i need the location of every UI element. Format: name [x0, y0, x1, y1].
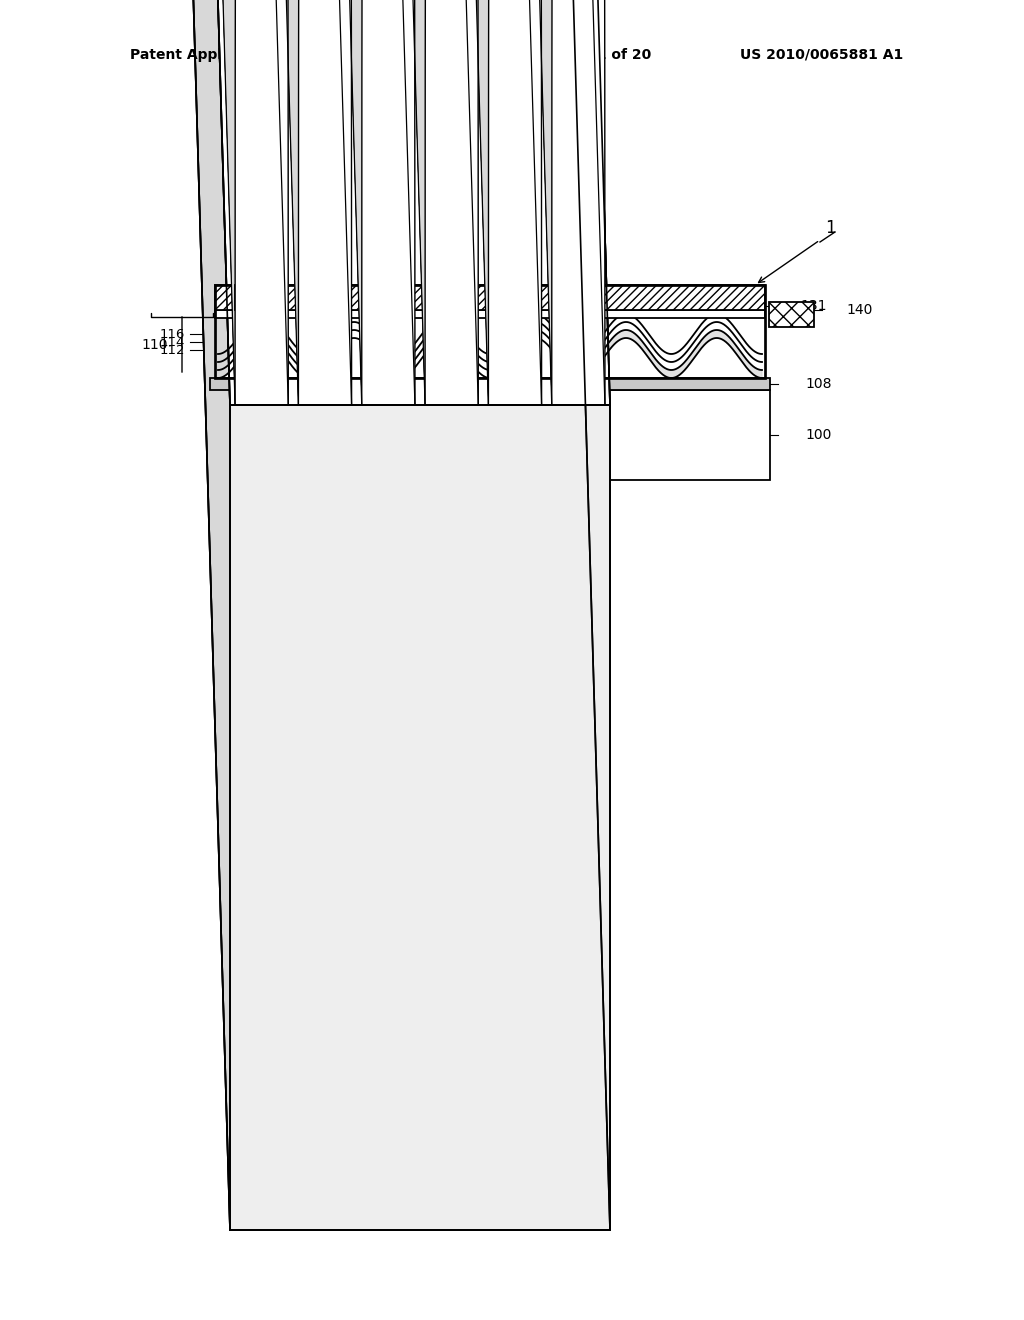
Polygon shape [388, 0, 488, 405]
Bar [215, 310, 765, 318]
Polygon shape [187, 0, 288, 78]
Bar [210, 378, 770, 389]
Polygon shape [505, 0, 605, 405]
Text: 114: 114 [160, 335, 185, 348]
Polygon shape [230, 405, 610, 1230]
Polygon shape [188, 0, 289, 405]
Polygon shape [378, 0, 478, 405]
Polygon shape [199, 0, 299, 405]
Text: Patent Application Publication: Patent Application Publication [130, 48, 368, 62]
Polygon shape [425, 0, 478, 405]
Text: US 2010/0065881 A1: US 2010/0065881 A1 [740, 48, 903, 62]
Polygon shape [441, 0, 542, 78]
Polygon shape [218, 338, 762, 378]
Bar [210, 389, 770, 480]
Polygon shape [199, 0, 351, 405]
Polygon shape [452, 0, 605, 405]
Polygon shape [252, 0, 351, 405]
Polygon shape [135, 0, 236, 405]
Polygon shape [199, 0, 299, 78]
Polygon shape [262, 0, 415, 405]
Polygon shape [552, 0, 605, 405]
Text: Mar. 18, 2010  Sheet 1 of 20: Mar. 18, 2010 Sheet 1 of 20 [430, 48, 651, 62]
Text: 109: 109 [477, 387, 503, 440]
Polygon shape [452, 0, 552, 78]
Polygon shape [388, 0, 542, 405]
Polygon shape [441, 0, 542, 405]
Bar [215, 285, 765, 378]
Polygon shape [388, 0, 542, 405]
Polygon shape [314, 0, 415, 78]
Polygon shape [262, 0, 415, 405]
Text: 110: 110 [141, 338, 168, 351]
Polygon shape [135, 0, 289, 405]
Text: 131: 131 [800, 300, 826, 313]
Text: 1: 1 [824, 219, 836, 238]
Text: FIG. 1: FIG. 1 [462, 111, 562, 140]
Text: 116: 116 [160, 327, 185, 341]
Bar [215, 285, 765, 310]
Polygon shape [262, 0, 362, 78]
Text: 112: 112 [160, 343, 185, 356]
Polygon shape [262, 0, 361, 405]
Polygon shape [130, 0, 610, 405]
Polygon shape [326, 0, 426, 78]
Text: 100: 100 [805, 428, 831, 442]
Polygon shape [130, 0, 230, 1230]
Text: FIG. 2A: FIG. 2A [338, 606, 462, 635]
Polygon shape [236, 0, 289, 405]
Polygon shape [199, 0, 351, 405]
Polygon shape [452, 0, 552, 405]
Text: 140: 140 [846, 302, 872, 317]
Polygon shape [135, 0, 236, 78]
Polygon shape [452, 0, 605, 405]
Polygon shape [361, 0, 415, 405]
Text: 108: 108 [805, 378, 831, 391]
Bar [234, 285, 285, 310]
Text: 132: 132 [401, 275, 428, 294]
Text: 150: 150 [264, 275, 324, 289]
Polygon shape [251, 0, 351, 78]
Polygon shape [488, 0, 542, 405]
Polygon shape [325, 0, 425, 405]
Polygon shape [218, 330, 762, 378]
Polygon shape [325, 0, 478, 405]
Polygon shape [510, 0, 610, 1230]
Polygon shape [504, 0, 605, 78]
Polygon shape [298, 0, 351, 405]
Polygon shape [378, 0, 478, 78]
Polygon shape [388, 0, 489, 78]
Bar [769, 302, 814, 327]
Polygon shape [325, 0, 478, 405]
Polygon shape [314, 0, 415, 405]
Text: 120: 120 [557, 275, 584, 294]
Polygon shape [135, 0, 289, 405]
